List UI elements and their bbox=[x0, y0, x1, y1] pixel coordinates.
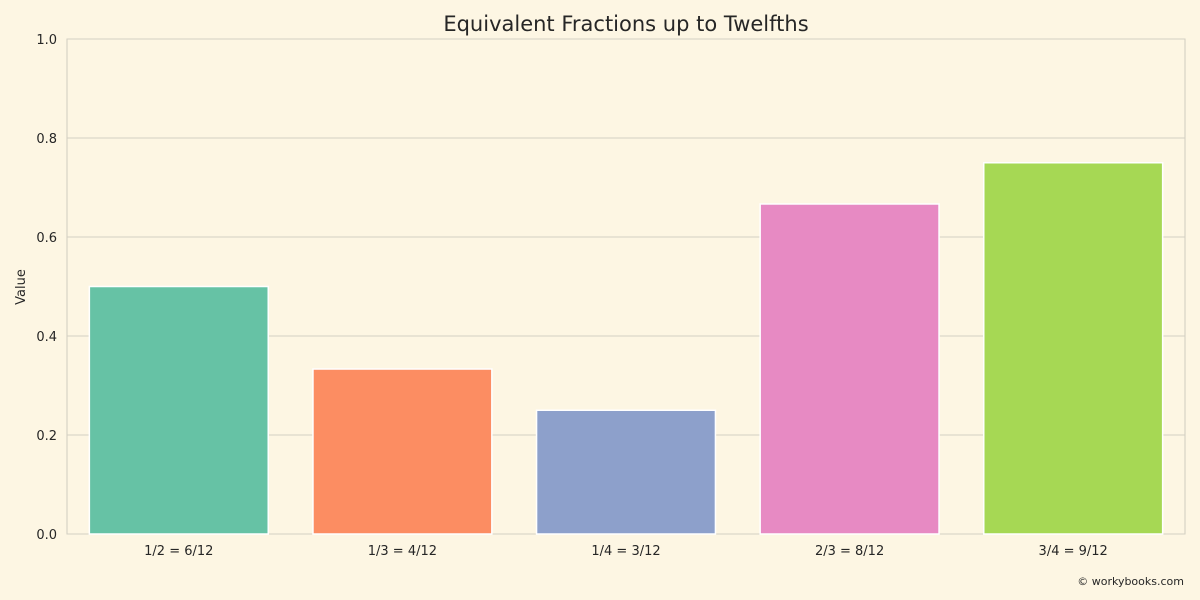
x-tick-label: 1/3 = 4/12 bbox=[368, 544, 437, 559]
x-tick-label: 3/4 = 9/12 bbox=[1039, 544, 1108, 559]
chart-title: Equivalent Fractions up to Twelfths bbox=[443, 12, 808, 36]
y-tick-label: 0.6 bbox=[36, 231, 57, 246]
x-tick-label: 2/3 = 8/12 bbox=[815, 544, 884, 559]
credit-text: © workybooks.com bbox=[1077, 575, 1184, 588]
y-axis-label: Value bbox=[14, 269, 29, 305]
bar bbox=[88, 285, 269, 535]
y-tick-label: 0.2 bbox=[36, 429, 57, 444]
y-tick-label: 0.8 bbox=[36, 132, 57, 147]
x-tick-label: 1/2 = 6/12 bbox=[144, 544, 213, 559]
bar bbox=[312, 368, 493, 535]
y-axis-ticks: 0.0 0.2 0.4 0.6 0.8 1.0 bbox=[36, 33, 57, 543]
bar bbox=[759, 203, 940, 535]
x-tick-label: 1/4 = 3/12 bbox=[591, 544, 660, 559]
y-tick-label: 1.0 bbox=[36, 33, 57, 48]
bar bbox=[983, 162, 1164, 535]
bars-group bbox=[88, 162, 1164, 535]
y-tick-label: 0.4 bbox=[36, 330, 57, 345]
bar bbox=[535, 409, 717, 535]
y-tick-label: 0.0 bbox=[36, 528, 57, 543]
x-axis-ticks: 1/2 = 6/12 1/3 = 4/12 1/4 = 3/12 2/3 = 8/12… bbox=[144, 544, 1108, 559]
